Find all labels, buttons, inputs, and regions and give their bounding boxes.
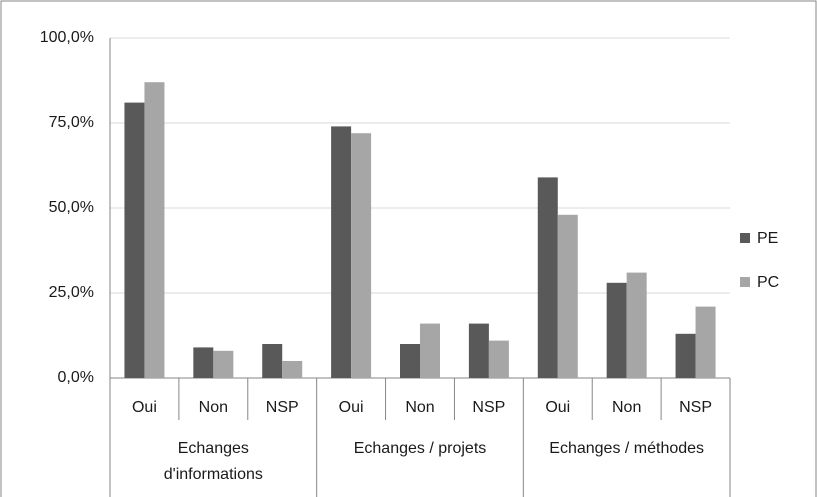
bar [557, 214, 578, 378]
x-tick-label: Oui [132, 399, 157, 416]
bar [124, 102, 145, 378]
bar [400, 344, 420, 378]
y-tick-label: 25,0% [49, 284, 94, 301]
bar [144, 82, 165, 378]
x-tick-label: Oui [545, 399, 570, 416]
bar [351, 133, 372, 378]
x-tick-label: Oui [339, 399, 364, 416]
bar [537, 177, 558, 378]
bar [468, 323, 489, 378]
bar [420, 323, 440, 378]
y-tick-label: 75,0% [49, 114, 94, 131]
x-tick-label: Non [612, 399, 641, 416]
bar [262, 344, 283, 378]
x-tick-label: NSP [679, 399, 712, 416]
bar [626, 272, 647, 378]
group-label: Echanges / méthodes [549, 440, 705, 457]
legend-swatch [740, 233, 750, 243]
y-tick-label: 50,0% [49, 199, 94, 216]
legend-swatch [740, 277, 750, 287]
legend-label: PE [757, 230, 778, 247]
bar [695, 306, 716, 378]
group-label: Echanges / projets [353, 440, 487, 457]
y-tick-label: 100,0% [40, 29, 94, 46]
bar [331, 126, 352, 379]
x-tick-label: NSP [472, 399, 505, 416]
bar [193, 347, 214, 378]
x-tick-label: Non [199, 399, 228, 416]
y-tick-label: 0,0% [58, 369, 94, 386]
x-tick-label: NSP [266, 399, 299, 416]
bar [282, 361, 303, 378]
bar [606, 282, 627, 378]
bar [488, 340, 509, 378]
bar [213, 350, 234, 378]
bar [675, 333, 696, 378]
x-tick-label: Non [405, 399, 434, 416]
group-label: Echanges d'informations [163, 440, 263, 483]
legend-label: PC [757, 274, 779, 291]
